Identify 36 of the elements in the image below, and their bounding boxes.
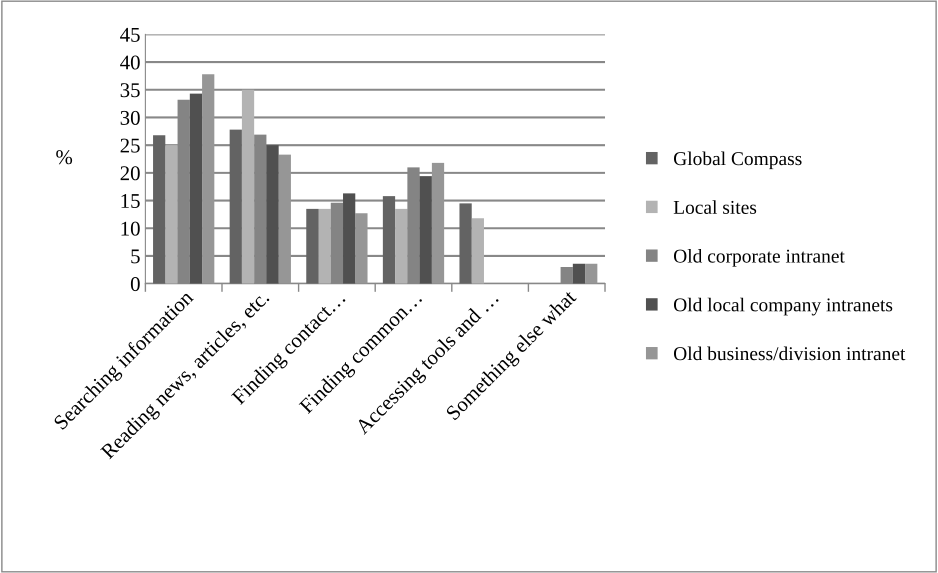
y-tick-label: 40 [120, 55, 140, 70]
bar [165, 145, 178, 284]
y-tick-label: 15 [122, 194, 140, 208]
y-tick-label: 5 [131, 250, 140, 264]
y-axis-title: % [56, 150, 72, 164]
y-tick-label: 20 [120, 166, 140, 180]
y-tick-label: 30 [120, 110, 140, 125]
bar [242, 90, 254, 284]
bar [472, 218, 484, 284]
bar [585, 264, 598, 284]
bar [230, 130, 242, 284]
bar [278, 154, 291, 284]
bar [382, 196, 396, 284]
bar [190, 94, 202, 284]
legend-label: Old local company intranets [674, 298, 892, 316]
legend-label: Local sites [674, 200, 756, 214]
y-tick-label: 25 [120, 138, 140, 153]
bar [459, 203, 472, 284]
y-tick-label: 0 [130, 277, 140, 292]
bar [432, 162, 444, 284]
bar [355, 213, 368, 284]
bar [266, 145, 279, 284]
bar [572, 264, 586, 284]
bar [395, 208, 408, 284]
bar [343, 193, 356, 284]
legend-label: Global Compass [674, 152, 802, 170]
bar [420, 176, 432, 284]
bar [306, 208, 319, 284]
y-tick-label: 10 [122, 222, 140, 236]
y-tick-label: 45 [120, 28, 140, 42]
legend-label: Old corporate intranet [674, 249, 845, 267]
bar [153, 135, 166, 284]
bar [202, 74, 214, 284]
y-tick-label: 35 [120, 83, 140, 98]
legend-label: Old business/division intranet [674, 346, 906, 360]
bar [318, 208, 331, 284]
